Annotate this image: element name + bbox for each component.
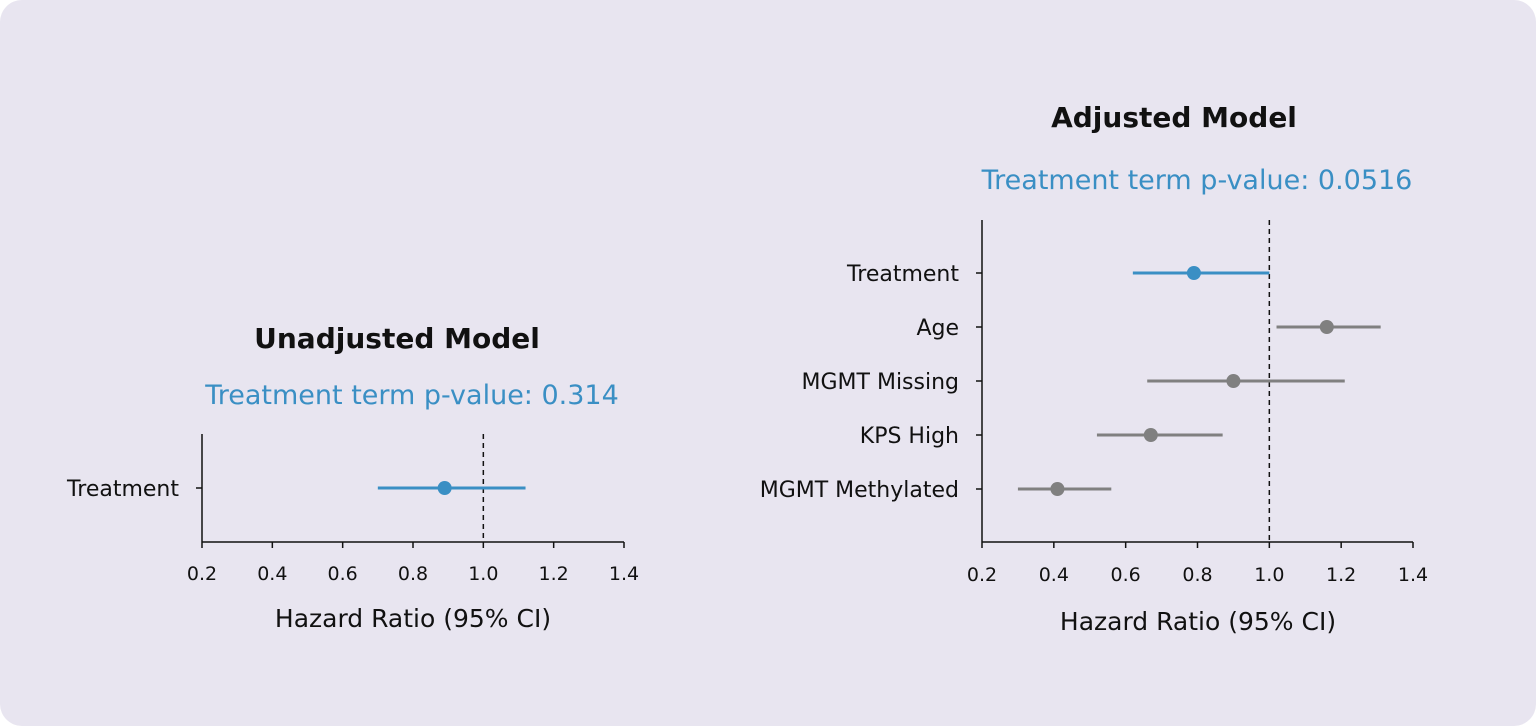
panel-subtitle: Treatment term p-value: 0.0516 [981, 165, 1413, 196]
x-tick-label: 0.2 [967, 564, 997, 586]
hazard-ratio-point [1143, 428, 1158, 442]
x-tick-label: 1.4 [1398, 564, 1428, 586]
unadjusted-panel: Unadjusted Model Treatment term p-value:… [66, 322, 639, 633]
x-axis-label: Hazard Ratio (95% CI) [275, 604, 551, 633]
panel-title: Adjusted Model [1051, 101, 1297, 134]
hazard-ratio-point [1226, 374, 1241, 388]
adjusted-panel: Adjusted Model Treatment term p-value: 0… [760, 101, 1428, 636]
x-tick-label: 0.8 [1182, 564, 1212, 586]
row-label: MGMT Missing [802, 370, 959, 395]
hazard-ratio-point [1050, 482, 1065, 496]
panel-subtitle: Treatment term p-value: 0.314 [204, 380, 619, 411]
x-tick-label: 1.2 [1326, 564, 1356, 586]
x-tick-label: 1.0 [1254, 564, 1284, 586]
row-label: Age [916, 316, 959, 341]
hazard-ratio-point [1319, 320, 1334, 334]
x-tick-label: 0.6 [328, 563, 358, 585]
x-tick-label: 0.8 [398, 563, 428, 585]
hazard-ratio-point [437, 481, 452, 495]
plot-area: 0.2 0.4 0.6 0.8 1.0 1.2 1.4 Treatment [66, 434, 639, 585]
x-tick-label: 1.4 [609, 563, 639, 585]
x-tick-label: 0.6 [1111, 564, 1141, 586]
row-label: MGMT Methylated [760, 478, 959, 503]
x-tick-label: 0.2 [187, 563, 217, 585]
plot-area: 0.2 0.4 0.6 0.8 1.0 1.2 1.4 Treatment Age MGMT Mi… [760, 220, 1428, 586]
row-label: KPS High [860, 424, 959, 449]
x-tick-label: 1.0 [468, 563, 498, 585]
x-tick-label: 1.2 [539, 563, 569, 585]
panel-title: Unadjusted Model [254, 322, 540, 355]
hazard-ratio-point [1186, 266, 1201, 280]
row-label: Treatment [846, 262, 959, 287]
x-axis-label: Hazard Ratio (95% CI) [1060, 607, 1336, 636]
row-label: Treatment [66, 477, 179, 502]
x-tick-label: 0.4 [1039, 564, 1069, 586]
x-tick-label: 0.4 [257, 563, 287, 585]
